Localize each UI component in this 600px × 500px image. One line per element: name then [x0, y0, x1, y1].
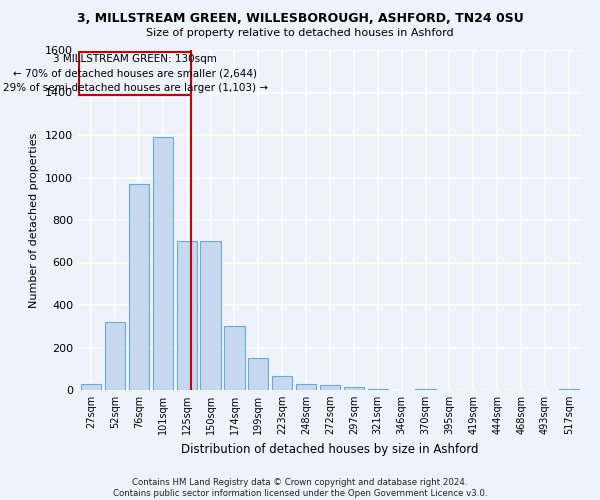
Bar — [129, 184, 149, 390]
Y-axis label: Number of detached properties: Number of detached properties — [29, 132, 40, 308]
Bar — [415, 389, 436, 390]
Bar — [296, 384, 316, 390]
Bar — [200, 242, 221, 390]
Bar — [81, 384, 101, 390]
Bar — [344, 387, 364, 390]
Bar — [152, 137, 173, 390]
Text: Contains HM Land Registry data © Crown copyright and database right 2024.
Contai: Contains HM Land Registry data © Crown c… — [113, 478, 487, 498]
Bar — [368, 389, 388, 390]
Bar — [559, 389, 579, 390]
Bar — [105, 322, 125, 390]
Bar — [272, 376, 292, 390]
Bar — [248, 358, 268, 390]
X-axis label: Distribution of detached houses by size in Ashford: Distribution of detached houses by size … — [181, 442, 479, 456]
Text: ← 70% of detached houses are smaller (2,644): ← 70% of detached houses are smaller (2,… — [13, 68, 257, 78]
Bar — [176, 242, 197, 390]
Bar — [224, 326, 245, 390]
Text: 3, MILLSTREAM GREEN, WILLESBOROUGH, ASHFORD, TN24 0SU: 3, MILLSTREAM GREEN, WILLESBOROUGH, ASHF… — [77, 12, 523, 26]
Bar — [320, 384, 340, 390]
Text: 3 MILLSTREAM GREEN: 130sqm: 3 MILLSTREAM GREEN: 130sqm — [53, 54, 217, 64]
Text: 29% of semi-detached houses are larger (1,103) →: 29% of semi-detached houses are larger (… — [3, 82, 268, 92]
FancyBboxPatch shape — [79, 52, 191, 94]
Text: Size of property relative to detached houses in Ashford: Size of property relative to detached ho… — [146, 28, 454, 38]
